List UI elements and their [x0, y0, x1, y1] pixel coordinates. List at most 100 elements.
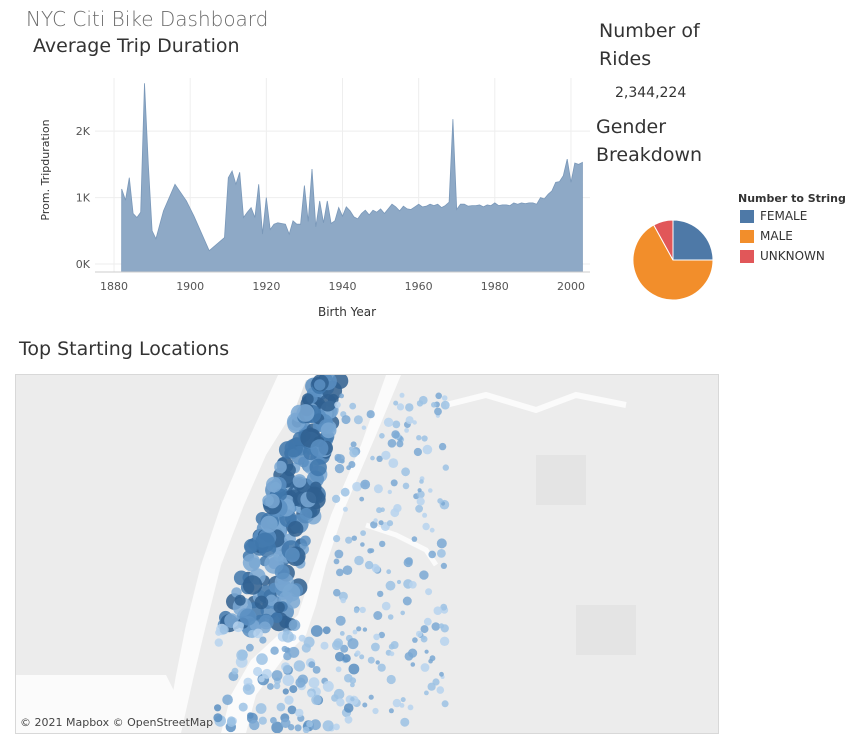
- station-dot[interactable]: [405, 416, 414, 425]
- station-dot[interactable]: [367, 656, 375, 664]
- station-dot[interactable]: [437, 498, 443, 504]
- station-dot[interactable]: [287, 521, 304, 537]
- station-dot[interactable]: [387, 614, 394, 620]
- station-dot[interactable]: [284, 438, 303, 458]
- station-dot[interactable]: [345, 536, 353, 544]
- station-dot[interactable]: [390, 479, 398, 487]
- station-dot[interactable]: [422, 444, 433, 455]
- station-dot[interactable]: [436, 538, 447, 549]
- station-dot[interactable]: [417, 488, 422, 493]
- station-dot[interactable]: [339, 631, 345, 636]
- station-dot[interactable]: [411, 536, 418, 542]
- station-dot[interactable]: [332, 494, 341, 503]
- station-dot[interactable]: [320, 641, 329, 650]
- station-dot[interactable]: [372, 564, 381, 573]
- station-dot[interactable]: [404, 428, 409, 433]
- station-dot[interactable]: [333, 558, 340, 565]
- station-dot[interactable]: [393, 400, 399, 406]
- station-dot[interactable]: [274, 564, 290, 580]
- station-dot[interactable]: [362, 627, 368, 632]
- station-dot[interactable]: [333, 588, 341, 597]
- station-dot[interactable]: [435, 392, 443, 400]
- station-dot[interactable]: [238, 702, 248, 712]
- station-dot[interactable]: [246, 643, 254, 652]
- station-dot[interactable]: [322, 626, 331, 635]
- station-dot[interactable]: [281, 645, 288, 653]
- station-dot[interactable]: [412, 420, 417, 425]
- station-dot[interactable]: [416, 435, 422, 441]
- station-dot[interactable]: [253, 628, 263, 639]
- station-dot[interactable]: [271, 721, 284, 733]
- station-dot[interactable]: [231, 667, 239, 675]
- station-dot[interactable]: [400, 610, 406, 616]
- station-dot[interactable]: [266, 476, 282, 493]
- station-dot[interactable]: [377, 663, 386, 672]
- station-dot[interactable]: [396, 579, 402, 585]
- station-dot[interactable]: [335, 666, 342, 673]
- station-dot[interactable]: [383, 417, 394, 427]
- station-dot[interactable]: [340, 597, 347, 604]
- legend-item-female[interactable]: FEMALE: [740, 209, 807, 223]
- station-dot[interactable]: [409, 581, 417, 589]
- station-dot[interactable]: [413, 447, 422, 457]
- station-dot[interactable]: [400, 717, 410, 727]
- station-dot[interactable]: [377, 590, 384, 598]
- station-dot[interactable]: [287, 705, 297, 715]
- station-dot[interactable]: [375, 660, 380, 665]
- station-dot[interactable]: [255, 703, 267, 714]
- station-dot[interactable]: [249, 719, 260, 731]
- station-dot[interactable]: [434, 407, 442, 416]
- station-dot[interactable]: [274, 460, 287, 474]
- station-dot[interactable]: [308, 677, 320, 689]
- station-dot[interactable]: [254, 595, 269, 610]
- station-dot[interactable]: [292, 474, 307, 488]
- station-dot[interactable]: [333, 638, 344, 648]
- station-dot[interactable]: [386, 674, 396, 685]
- station-dot[interactable]: [270, 717, 277, 724]
- station-dot[interactable]: [381, 601, 391, 611]
- station-dot[interactable]: [396, 403, 405, 411]
- station-dot[interactable]: [368, 694, 374, 700]
- station-dot[interactable]: [404, 652, 414, 661]
- station-dot[interactable]: [299, 507, 313, 521]
- station-dot[interactable]: [271, 670, 283, 681]
- station-dot[interactable]: [253, 666, 263, 677]
- station-dot[interactable]: [227, 716, 236, 725]
- station-dot[interactable]: [412, 637, 418, 643]
- station-dot[interactable]: [320, 422, 337, 439]
- station-dot[interactable]: [396, 440, 404, 448]
- station-dot[interactable]: [239, 608, 257, 626]
- station-dot[interactable]: [288, 646, 300, 658]
- station-dot[interactable]: [370, 521, 378, 529]
- station-dot[interactable]: [416, 630, 423, 638]
- station-dot[interactable]: [370, 455, 375, 461]
- station-dot[interactable]: [431, 622, 441, 631]
- station-dot[interactable]: [402, 596, 412, 606]
- station-dot[interactable]: [267, 683, 274, 690]
- station-dot[interactable]: [261, 668, 272, 679]
- station-dot[interactable]: [348, 663, 360, 675]
- station-dot[interactable]: [312, 666, 321, 674]
- station-dot[interactable]: [331, 694, 339, 702]
- station-dot[interactable]: [334, 453, 342, 461]
- station-dot[interactable]: [429, 527, 435, 533]
- station-dot[interactable]: [285, 547, 300, 563]
- station-dot[interactable]: [429, 655, 436, 662]
- station-dot[interactable]: [427, 682, 436, 691]
- station-dot[interactable]: [298, 456, 309, 468]
- station-dot[interactable]: [344, 715, 353, 724]
- station-dot[interactable]: [390, 508, 400, 518]
- station-dot[interactable]: [439, 636, 450, 646]
- station-dot[interactable]: [293, 660, 306, 672]
- station-dot[interactable]: [247, 712, 254, 719]
- station-dot[interactable]: [360, 479, 371, 490]
- station-dot[interactable]: [399, 392, 405, 398]
- station-dot[interactable]: [388, 708, 394, 714]
- station-dot[interactable]: [431, 402, 437, 408]
- station-dot[interactable]: [378, 520, 384, 526]
- station-dot[interactable]: [280, 718, 291, 728]
- station-dot[interactable]: [319, 394, 337, 412]
- station-dot[interactable]: [282, 674, 295, 686]
- station-dot[interactable]: [399, 703, 405, 708]
- station-dot[interactable]: [392, 420, 401, 429]
